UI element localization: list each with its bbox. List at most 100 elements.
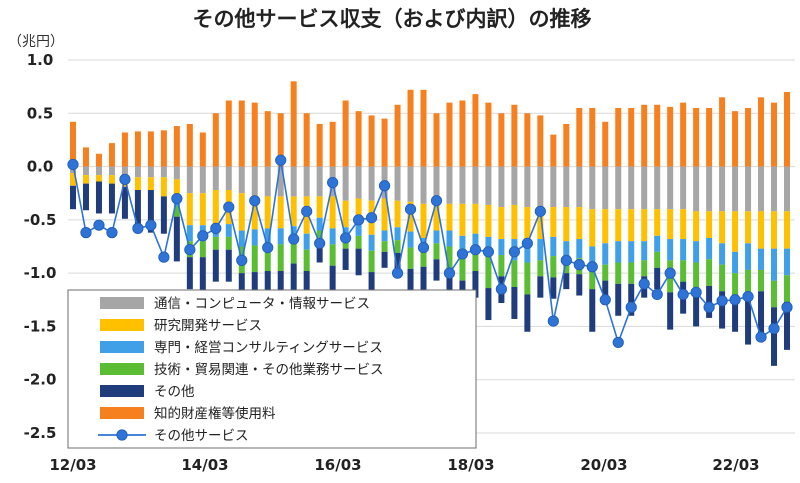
bar-segment-communications xyxy=(238,166,245,194)
bar-segment-technical xyxy=(654,251,661,268)
total-point xyxy=(197,230,209,242)
total-point xyxy=(158,251,170,263)
bar-segment-professional xyxy=(784,248,790,276)
y-axis-unit: （兆円） xyxy=(8,34,64,50)
bar-segment-research xyxy=(524,207,531,242)
bar-segment-ip xyxy=(303,113,310,167)
total-point xyxy=(365,212,378,224)
bar-segment-communications xyxy=(394,166,401,201)
bar-segment-research xyxy=(342,200,349,228)
bar-segment-ip xyxy=(82,147,89,167)
bar-segment-communications xyxy=(628,166,635,210)
bar-segment-other xyxy=(290,263,297,296)
bar-segment-professional xyxy=(472,233,479,250)
bar-segment-communications xyxy=(550,166,557,208)
bar-segment-research xyxy=(745,211,752,244)
bar-segment-research xyxy=(381,198,388,231)
bar-segment-technical xyxy=(290,242,297,264)
bar-segment-ip xyxy=(199,132,206,167)
bar-segment-research xyxy=(615,209,622,242)
bar-segment-technical xyxy=(524,262,531,295)
bar-segment-communications xyxy=(485,166,492,205)
total-point xyxy=(612,336,624,349)
bar-segment-ip xyxy=(368,115,375,167)
bar-segment-communications xyxy=(355,166,362,199)
x-tick-label: 22/03 xyxy=(712,456,759,474)
total-point xyxy=(223,201,235,213)
legend-swatch-communications xyxy=(100,297,144,309)
bar-segment-communications xyxy=(225,166,232,191)
bar-segment-ip xyxy=(160,130,167,167)
total-point xyxy=(703,301,715,313)
bar-segment-research xyxy=(95,175,102,182)
legend-label-other: その他 xyxy=(154,384,195,400)
x-axis-ticks: 12/03 14/03 16/03 18/03 20/03 22/03 xyxy=(49,456,759,474)
bar-segment-technical xyxy=(446,246,453,268)
bar-segment-ip xyxy=(550,134,557,167)
bar-segment-professional xyxy=(225,224,232,237)
total-point xyxy=(469,244,482,256)
bar-segment-other xyxy=(576,274,583,296)
bar-segment-other xyxy=(381,251,388,268)
total-point xyxy=(275,154,287,166)
bar-segment-technical xyxy=(459,248,466,281)
bar-segment-communications xyxy=(121,166,128,177)
bar-segment-communications xyxy=(537,166,544,208)
bar-segment-communications xyxy=(264,166,271,197)
bar-segment-professional xyxy=(758,248,765,270)
bar-segment-professional xyxy=(264,228,271,245)
bar-segment-communications xyxy=(290,166,297,197)
bar-segment-research xyxy=(238,193,245,231)
bar-segment-other xyxy=(472,271,479,298)
bar-segment-ip xyxy=(589,107,596,167)
y-tick-label: -1.0 xyxy=(24,264,57,282)
total-point xyxy=(314,237,326,249)
bar-segment-other xyxy=(160,196,167,234)
x-tick-label: 14/03 xyxy=(181,456,228,474)
legend-label-professional: 専門・経営コンサルティングサービス xyxy=(154,340,383,356)
bar-segment-ip xyxy=(212,113,219,167)
bar-segment-communications xyxy=(472,166,479,204)
bar-segment-ip xyxy=(784,91,790,167)
bar-segment-communications xyxy=(316,166,323,197)
x-tick-label: 20/03 xyxy=(580,456,627,474)
bar-segment-other xyxy=(485,288,492,321)
total-point xyxy=(482,246,495,258)
bar-segment-professional xyxy=(238,230,245,247)
bar-segment-ip xyxy=(706,107,713,167)
bar-segment-professional xyxy=(719,243,726,265)
bar-segment-research xyxy=(771,211,778,249)
total-point xyxy=(249,195,261,207)
bar-segment-technical xyxy=(420,250,427,267)
bar-segment-communications xyxy=(186,166,193,194)
y-tick-label: 0.5 xyxy=(27,104,54,122)
legend: 通信・コンピュータ・情報サービス研究開発サービス専門・経営コンサルティングサービ… xyxy=(67,289,477,449)
bar-segment-communications xyxy=(667,166,674,210)
total-point xyxy=(729,294,741,306)
total-point xyxy=(625,301,637,313)
bar-segment-communications xyxy=(433,166,440,204)
bar-segment-technical xyxy=(615,262,622,284)
bar-segment-technical xyxy=(394,240,401,253)
bar-segment-technical xyxy=(355,235,362,249)
bar-segment-other xyxy=(121,186,128,219)
total-point xyxy=(106,227,118,239)
bar-segment-professional xyxy=(537,239,544,261)
bar-segment-research xyxy=(654,209,661,236)
bar-segment-ip xyxy=(537,115,544,167)
total-point xyxy=(236,254,248,266)
bar-segment-professional xyxy=(329,228,336,245)
bar-segment-other xyxy=(524,294,531,332)
bar-segment-professional xyxy=(433,230,440,244)
total-point xyxy=(690,286,702,298)
bar-segment-ip xyxy=(186,123,193,167)
y-tick-label: -2.5 xyxy=(24,424,57,442)
bar-segment-technical xyxy=(264,244,271,272)
bar-segment-ip xyxy=(485,102,492,167)
bar-segment-other xyxy=(537,276,544,298)
bar-segment-other xyxy=(316,241,323,263)
bar-segment-research xyxy=(186,193,193,226)
bar-segment-technical xyxy=(277,244,284,272)
y-tick-label: -0.5 xyxy=(24,211,57,229)
bar-segment-research xyxy=(199,193,206,226)
